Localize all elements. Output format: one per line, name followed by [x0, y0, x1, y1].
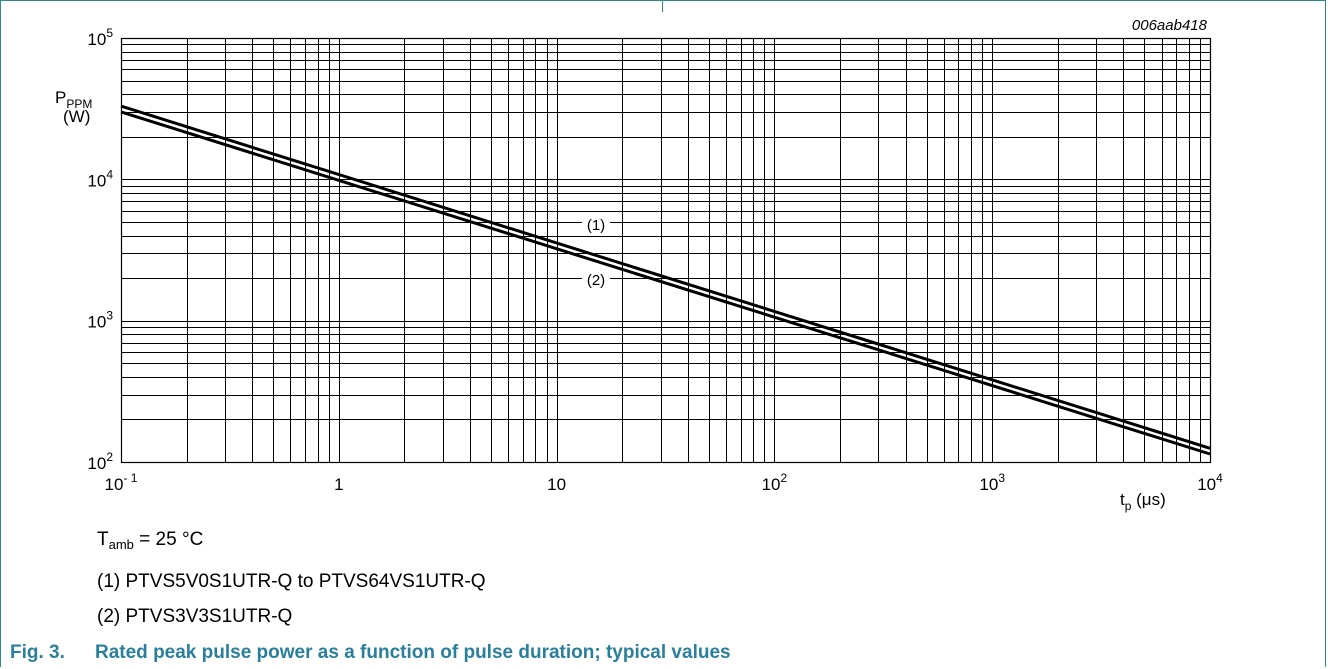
x-tick-label: 104 [1197, 471, 1223, 494]
y-tick-label: 102 [87, 450, 113, 473]
x-tick-label: 10- 1 [105, 471, 138, 494]
grid-lines [121, 38, 1211, 463]
series-2-note: (2) PTVS3V3S1UTR-Q [97, 606, 293, 627]
y-tick-label: 103 [87, 309, 113, 332]
y-tick-label: 105 [87, 26, 113, 49]
top-divider [662, 0, 663, 12]
figure-number: Fig. 3. [10, 642, 65, 663]
x-axis-label: tp (μs) [1120, 490, 1166, 513]
series-line-2 [120, 110, 1211, 456]
x-tick-label: 102 [762, 471, 788, 494]
series-label-bg [582, 214, 610, 236]
series-line-1 [120, 104, 1211, 450]
pulse-power-chart: 10- 1 1 10 102 103 104 102 103 104 105 PPPM(W) tp (… [55, 17, 1223, 513]
series-label-bg [582, 269, 610, 291]
series-label-1: (1) [587, 217, 605, 234]
x-tick-label: 10 [547, 475, 566, 494]
figure-code: 006aab418 [1132, 17, 1208, 34]
ambient-temperature-note: Tamb = 25 °C [97, 529, 204, 552]
y-tick-label: 104 [87, 167, 113, 190]
x-tick-label: 1 [334, 475, 343, 494]
y-axis-unit: (W) [63, 107, 90, 126]
figure-caption: Fig. 3. Rated peak pulse power as a funct… [10, 642, 731, 664]
figure-caption-text: Rated peak pulse power as a function of … [95, 642, 731, 663]
series-label-2: (2) [587, 272, 605, 289]
series-1-note: (1) PTVS5V0S1UTR-Q to PTVS64VS1UTR-Q [97, 571, 486, 592]
y-axis-symbol: PPPM [55, 88, 92, 111]
x-tick-label: 103 [979, 471, 1005, 494]
plot-border [120, 37, 1212, 464]
